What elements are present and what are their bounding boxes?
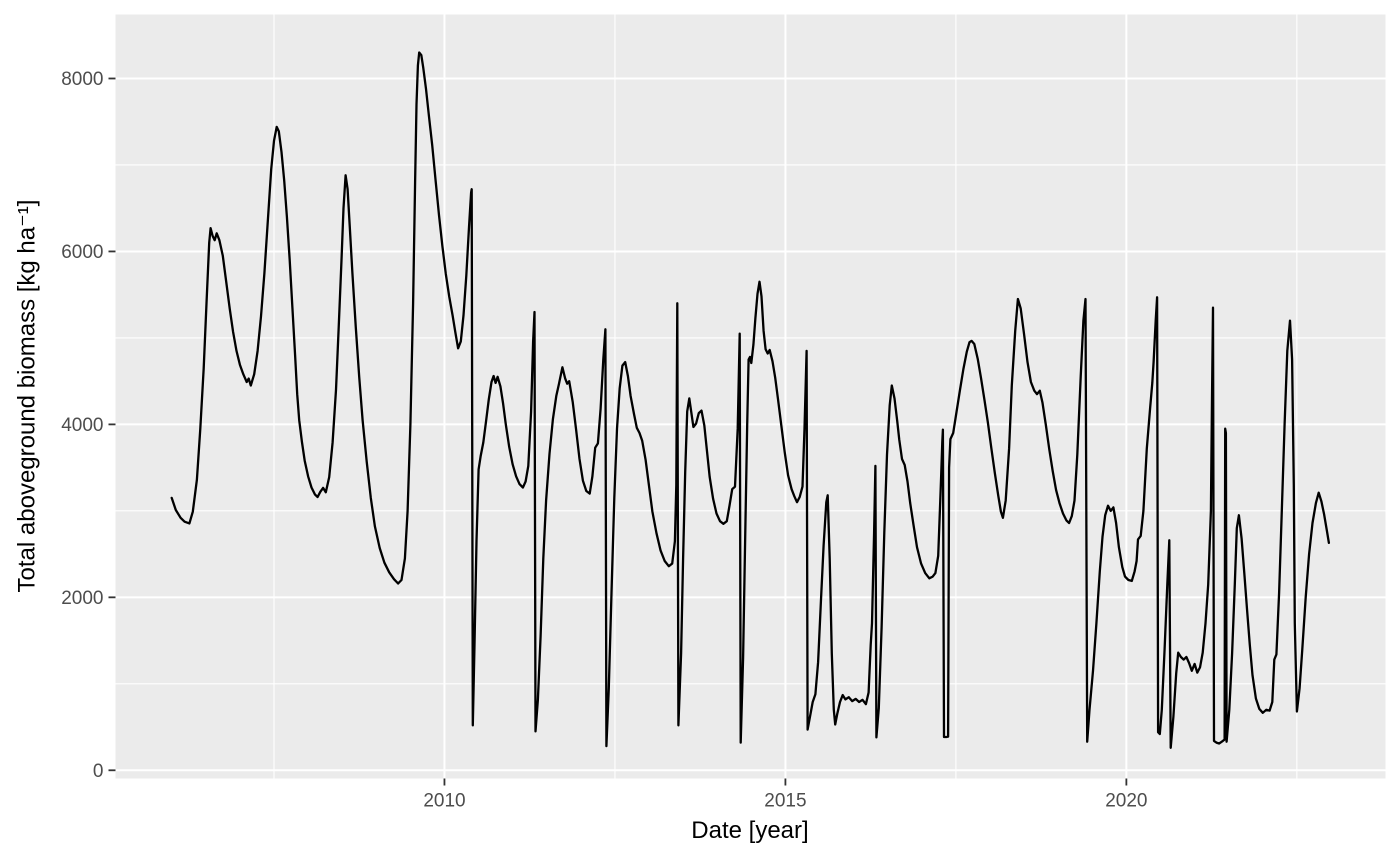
y-axis-title: Total aboveground biomass [kg ha⁻¹] bbox=[13, 199, 41, 593]
y-tick-label: 6000 bbox=[61, 242, 103, 263]
x-axis-title: Date [year] bbox=[691, 817, 809, 844]
x-tick-label: 2020 bbox=[1105, 791, 1147, 812]
y-tick-label: 2000 bbox=[61, 588, 103, 609]
y-tick-label: 4000 bbox=[61, 415, 103, 436]
panel-background bbox=[115, 14, 1386, 779]
y-tick-label: 8000 bbox=[61, 69, 103, 90]
x-tick-label: 2015 bbox=[764, 791, 806, 812]
y-tick-label: 0 bbox=[93, 761, 104, 782]
total-aboveground-biomass-line bbox=[170, 51, 1331, 749]
x-tick-label: 2010 bbox=[423, 791, 465, 812]
